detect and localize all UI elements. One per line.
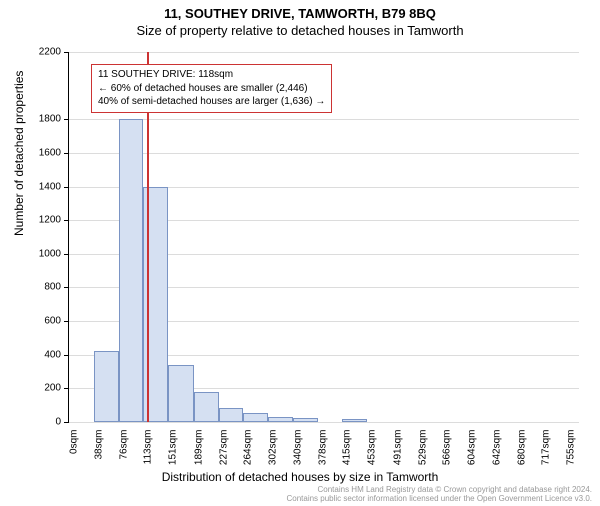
ytick-label: 400 bbox=[21, 349, 61, 360]
histogram-bar bbox=[219, 408, 243, 422]
annotation-line: 40% of semi-detached houses are larger (… bbox=[98, 95, 325, 109]
histogram-bar bbox=[168, 365, 193, 422]
footer-line-1: Contains HM Land Registry data © Crown c… bbox=[286, 485, 592, 495]
ytick-mark bbox=[64, 220, 69, 221]
gridline-h bbox=[69, 153, 579, 154]
histogram-bar bbox=[119, 119, 143, 422]
gridline-h bbox=[69, 119, 579, 120]
histogram-bar bbox=[342, 419, 367, 422]
ytick-label: 1600 bbox=[21, 147, 61, 158]
ytick-mark bbox=[64, 187, 69, 188]
ytick-label: 1400 bbox=[21, 181, 61, 192]
ytick-label: 1800 bbox=[21, 114, 61, 125]
ytick-label: 0 bbox=[21, 417, 61, 428]
ytick-mark bbox=[64, 321, 69, 322]
histogram-bar bbox=[293, 418, 318, 422]
ytick-mark bbox=[64, 52, 69, 53]
ytick-label: 200 bbox=[21, 383, 61, 394]
footer-attribution: Contains HM Land Registry data © Crown c… bbox=[286, 485, 592, 504]
ytick-mark bbox=[64, 355, 69, 356]
gridline-h bbox=[69, 52, 579, 53]
histogram-bar bbox=[268, 417, 293, 422]
ytick-label: 800 bbox=[21, 282, 61, 293]
gridline-h bbox=[69, 422, 579, 423]
histogram-bar bbox=[94, 351, 119, 422]
annotation-box: 11 SOUTHEY DRIVE: 118sqm← 60% of detache… bbox=[91, 64, 332, 113]
title-main: 11, SOUTHEY DRIVE, TAMWORTH, B79 8BQ bbox=[0, 6, 600, 21]
ytick-label: 1200 bbox=[21, 215, 61, 226]
ytick-label: 600 bbox=[21, 316, 61, 327]
footer-line-2: Contains public sector information licen… bbox=[286, 494, 592, 504]
chart-area: 02004006008001000120014001600180022000sq… bbox=[68, 52, 578, 422]
ytick-mark bbox=[64, 119, 69, 120]
ytick-label: 1000 bbox=[21, 248, 61, 259]
ytick-mark bbox=[64, 287, 69, 288]
ytick-label: 2200 bbox=[21, 47, 61, 58]
ytick-mark bbox=[64, 388, 69, 389]
ytick-mark bbox=[64, 153, 69, 154]
plot-region: 02004006008001000120014001600180022000sq… bbox=[68, 52, 579, 423]
histogram-bar bbox=[243, 413, 268, 422]
ytick-mark bbox=[64, 254, 69, 255]
ytick-mark bbox=[64, 422, 69, 423]
annotation-line: ← 60% of detached houses are smaller (2,… bbox=[98, 82, 325, 96]
x-axis-label: Distribution of detached houses by size … bbox=[0, 470, 600, 484]
annotation-line: 11 SOUTHEY DRIVE: 118sqm bbox=[98, 68, 325, 82]
histogram-bar bbox=[194, 392, 219, 422]
title-sub: Size of property relative to detached ho… bbox=[0, 23, 600, 38]
